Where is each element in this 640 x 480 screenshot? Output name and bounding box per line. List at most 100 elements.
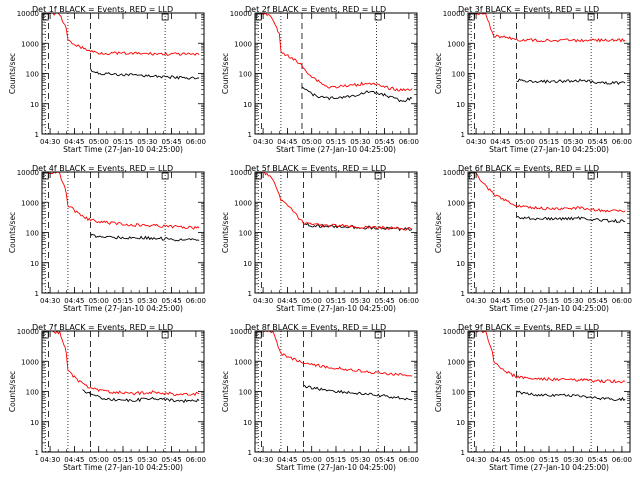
x-tick-label: 05:15 <box>326 138 346 146</box>
x-tick-label: 05:00 <box>302 297 322 305</box>
y-tick-label: 1000 <box>234 199 252 207</box>
y-axis-label: Counts/sec <box>8 53 17 94</box>
x-tick-label: 06:00 <box>399 297 419 305</box>
x-tick-label: 05:45 <box>588 297 608 305</box>
x-tick-label: 05:15 <box>113 456 133 464</box>
y-tick-label: 1000 <box>234 358 252 366</box>
panel-title: Det 3f BLACK = Events, RED = LLD <box>458 5 599 14</box>
series-line-lld <box>474 330 626 384</box>
x-tick-label: 05:00 <box>515 297 535 305</box>
series-line-events <box>303 384 413 401</box>
series-line-events <box>82 389 200 404</box>
panel-title: Det 4f BLACK = Events, RED = LLD <box>32 164 173 173</box>
panel-8: Det 8f BLACK = Events, RED = LLD 1 10 100 10… <box>221 323 419 472</box>
corner-marker <box>255 13 262 21</box>
corner-marker <box>468 13 475 21</box>
x-axis-label: Start Time (27-Jan-10 04:25:00) <box>489 304 609 313</box>
x-tick-label: 04:30 <box>253 297 273 305</box>
y-tick-label: 1000 <box>234 40 252 48</box>
y-axis-label: Counts/sec <box>434 212 443 253</box>
y-axis-label: Counts/sec <box>221 53 230 94</box>
y-tick-label: 100 <box>239 230 252 238</box>
plot-frame <box>254 12 418 135</box>
y-tick-label: 100 <box>239 389 252 397</box>
y-tick-label: 1 <box>248 131 252 139</box>
y-tick-label: 1 <box>461 131 465 139</box>
y-tick-label: 10000 <box>17 328 39 336</box>
x-tick-label: 04:30 <box>40 456 60 464</box>
series-line-events <box>90 233 200 242</box>
series-line-lld <box>48 171 200 230</box>
corner-marker <box>42 331 49 339</box>
y-tick-label: 10 <box>243 260 252 268</box>
x-tick-label: 04:45 <box>64 456 84 464</box>
y-tick-label: 1000 <box>447 199 465 207</box>
x-tick-label: 05:00 <box>89 138 109 146</box>
x-tick-label: 05:30 <box>137 456 157 464</box>
x-tick-label: 05:15 <box>326 297 346 305</box>
corner-marker <box>255 331 262 339</box>
x-tick-label: 05:15 <box>539 297 559 305</box>
corner-marker <box>374 172 382 180</box>
y-tick-label: 10000 <box>443 328 465 336</box>
y-tick-label: 10000 <box>443 10 465 18</box>
panel-5: Det 5f BLACK = Events, RED = LLD 1 10 100 10… <box>221 164 419 313</box>
x-tick-label: 05:15 <box>326 456 346 464</box>
x-tick-label: 06:00 <box>612 456 632 464</box>
x-axis-label: Start Time (27-Jan-10 04:25:00) <box>276 463 396 472</box>
panel-3: Det 3f BLACK = Events, RED = LLD 1 10 100 10… <box>434 5 632 154</box>
corner-marker <box>161 331 169 339</box>
y-tick-label: 1 <box>35 449 39 457</box>
x-tick-label: 06:00 <box>186 456 206 464</box>
x-tick-label: 05:15 <box>539 138 559 146</box>
panel-9: Det 9f BLACK = Events, RED = LLD 1 10 100 10… <box>434 323 632 472</box>
corner-marker <box>42 13 49 21</box>
y-tick-label: 1000 <box>21 199 39 207</box>
x-tick-label: 05:00 <box>515 138 535 146</box>
x-tick-label: 06:00 <box>186 138 206 146</box>
y-tick-label: 1 <box>248 290 252 298</box>
y-axis-label: Counts/sec <box>8 212 17 253</box>
x-tick-label: 06:00 <box>399 138 419 146</box>
x-tick-label: 04:45 <box>277 456 297 464</box>
series-line-lld <box>261 12 413 92</box>
plot-frame <box>41 330 205 453</box>
plot-frame <box>467 171 631 294</box>
y-tick-label: 100 <box>26 71 39 79</box>
y-tick-label: 10 <box>30 101 39 109</box>
y-tick-label: 10 <box>456 260 465 268</box>
series-line-events <box>516 215 626 224</box>
x-tick-label: 05:15 <box>539 456 559 464</box>
y-tick-label: 1000 <box>447 358 465 366</box>
y-tick-label: 1 <box>248 449 252 457</box>
y-tick-label: 10000 <box>17 10 39 18</box>
y-axis-label: Counts/sec <box>434 53 443 94</box>
x-tick-label: 05:00 <box>89 456 109 464</box>
x-tick-label: 06:00 <box>612 297 632 305</box>
y-tick-label: 1 <box>461 290 465 298</box>
y-axis-label: Counts/sec <box>8 371 17 412</box>
series-line-lld <box>48 330 200 397</box>
x-tick-label: 05:30 <box>137 297 157 305</box>
series-line-lld <box>474 12 626 43</box>
y-axis-label: Counts/sec <box>221 212 230 253</box>
panel-title: Det 5f BLACK = Events, RED = LLD <box>245 164 386 173</box>
series-line-events <box>90 68 200 80</box>
y-tick-label: 10000 <box>230 328 252 336</box>
x-tick-label: 04:30 <box>40 297 60 305</box>
y-tick-label: 1 <box>35 131 39 139</box>
x-tick-label: 04:30 <box>253 138 273 146</box>
x-tick-label: 04:45 <box>277 297 297 305</box>
corner-marker <box>255 172 262 180</box>
x-tick-label: 05:45 <box>162 456 182 464</box>
panel-title: Det 1f BLACK = Events, RED = LLD <box>32 5 173 14</box>
x-tick-label: 05:45 <box>162 138 182 146</box>
x-tick-label: 05:30 <box>350 456 370 464</box>
corner-marker <box>161 13 169 21</box>
panel-2: Det 2f BLACK = Events, RED = LLD 1 10 100 10… <box>221 5 419 154</box>
plot-frame <box>467 330 631 453</box>
x-tick-label: 05:45 <box>375 138 395 146</box>
x-tick-label: 04:45 <box>490 138 510 146</box>
y-tick-label: 100 <box>239 71 252 79</box>
series-line-events <box>301 86 413 103</box>
